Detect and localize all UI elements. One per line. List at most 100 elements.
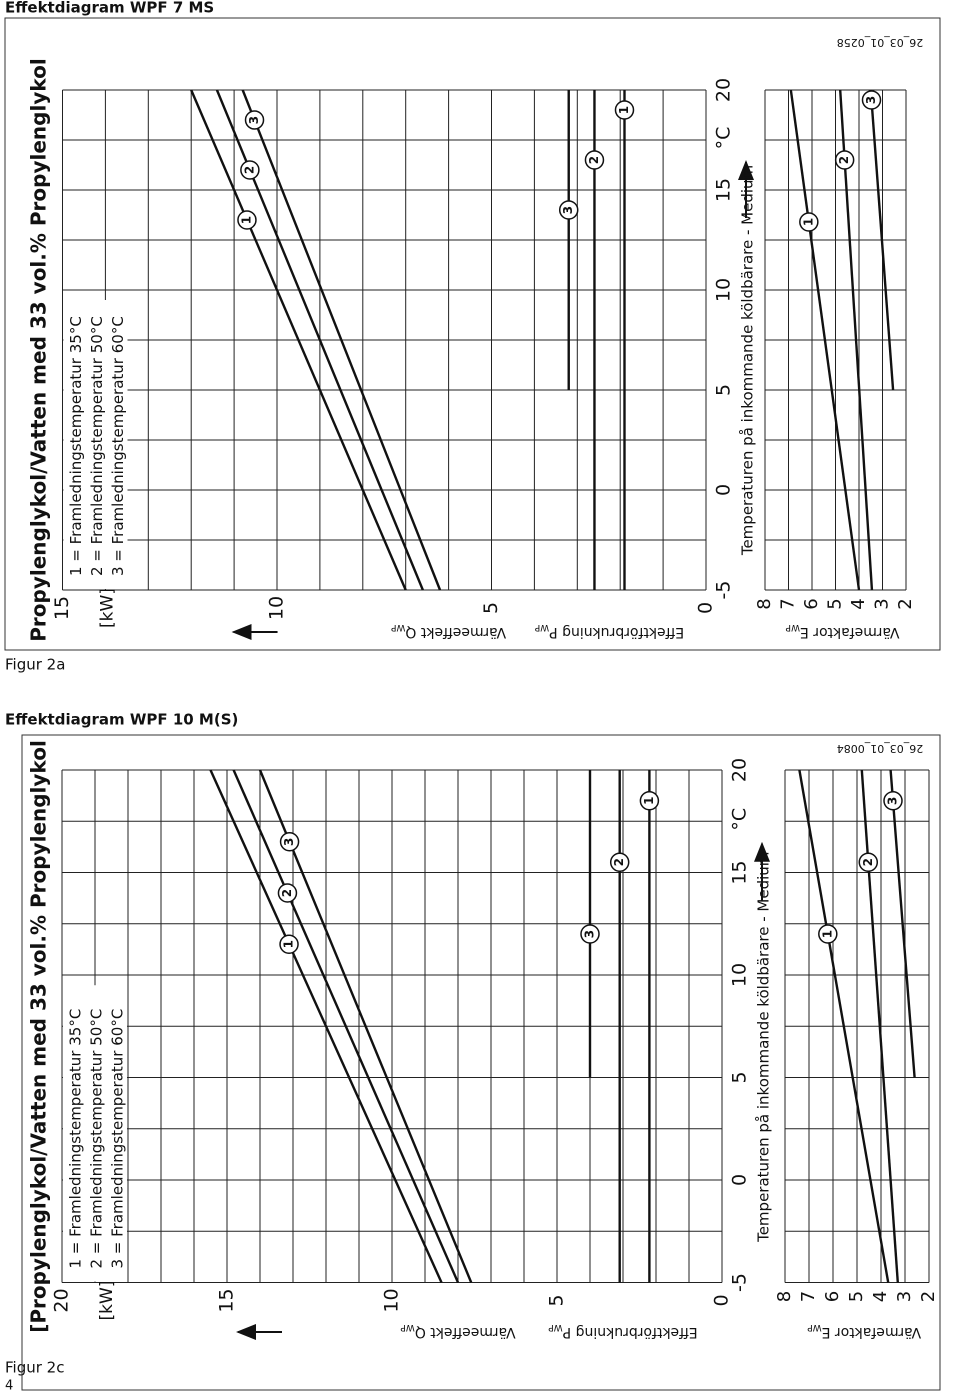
x-tick-label: 5 — [713, 384, 735, 396]
y-tick-label: 0 — [695, 602, 717, 614]
curve-label: 1 — [820, 930, 834, 938]
curve-marker — [584, 150, 605, 170]
curve-label: 3 — [282, 838, 296, 846]
cop-tick-label: 5 — [825, 598, 846, 609]
curve-label: 1 — [617, 106, 631, 114]
unit-label: [kW] — [97, 1281, 117, 1321]
x-tick-label: 0 — [713, 484, 735, 496]
curve-marker — [558, 200, 579, 220]
cop-tick-label: 2 — [895, 598, 916, 609]
cop-curve — [798, 769, 890, 1283]
curve-marker — [279, 832, 300, 852]
curve-marker — [614, 100, 635, 120]
curve-marker — [639, 791, 660, 811]
cop-tick-label: 6 — [801, 598, 822, 609]
legend-entry: 1 = Framledningstemperatur 35°C — [67, 316, 85, 576]
curve-label: 1 — [282, 940, 296, 948]
legend-entry: 1 = Framledningstemperatur 35°C — [67, 1009, 85, 1269]
page-number: 4 — [5, 1379, 13, 1394]
unit-label: [kW] — [98, 588, 118, 628]
cop-curve — [869, 89, 895, 391]
curve-label: 2 — [587, 156, 601, 164]
heat-curve — [190, 89, 407, 591]
x-axis-label: Temperaturen på inkommande köldbärare - … — [755, 852, 773, 1243]
curve-marker — [861, 90, 882, 110]
curve-marker — [580, 924, 600, 944]
figure-heading: Effektdiagram WPF 10 M(S) — [5, 711, 238, 729]
heat-axis-label: Värmeeffekt QWP — [390, 623, 506, 641]
curve-label: 3 — [864, 96, 878, 104]
cop-axis-label-sub: WP — [785, 623, 800, 633]
y-tick-label: 15 — [216, 1288, 238, 1312]
curve-label: 2 — [861, 858, 875, 866]
cop-curve — [789, 89, 861, 591]
cop-axis-label: Värmefaktor EWP — [807, 1323, 921, 1341]
heat-axis-label-sub: WP — [390, 623, 405, 633]
legend-entry: 2 = Framledningstemperatur 50°C — [88, 316, 106, 576]
cop-curve — [889, 769, 916, 1078]
heat-curve — [209, 769, 443, 1283]
curve-marker — [279, 934, 299, 954]
curve-marker — [858, 852, 879, 872]
power-axis-label-text: Effektförbrukning P — [563, 1324, 698, 1340]
figure-caption: Figur 2c — [5, 1359, 64, 1377]
figure-frame — [4, 17, 941, 651]
curve-label: 2 — [242, 166, 256, 174]
heat-curve — [258, 769, 473, 1283]
figure-title: [Propylenglykol/Vatten med 33 vol.% Prop… — [27, 740, 51, 1333]
cop-tick-label: 3 — [894, 1291, 915, 1302]
cop-axis-label-sub: WP — [807, 1323, 822, 1333]
heat-curve — [232, 769, 460, 1283]
heat-axis-label-sub: WP — [400, 1323, 415, 1333]
curve-marker — [818, 924, 838, 944]
x-tick-label: 20 — [713, 78, 735, 102]
legend-box — [63, 300, 128, 589]
power-axis-label: Effektförbrukning PWP — [548, 1323, 698, 1341]
curve-label: 2 — [280, 889, 294, 897]
legend-entry: 2 = Framledningstemperatur 50°C — [88, 1009, 106, 1269]
legend-box — [63, 985, 127, 1282]
heat-axis-label: Värmeeffekt QWP — [400, 1323, 516, 1341]
figure-code: 26_03_01_0258 — [837, 36, 924, 49]
curve-marker — [244, 110, 265, 130]
cop-tick-label: 2 — [918, 1291, 939, 1302]
x-tick-label: -5 — [713, 581, 735, 600]
legend-entry: 3 = Framledningstemperatur 60°C — [109, 1009, 127, 1269]
figure-frame — [21, 734, 941, 1391]
x-tick-label: 5 — [729, 1071, 751, 1083]
cop-axis-label-text: Värmefaktor E — [800, 624, 900, 640]
heat-curve — [241, 89, 442, 591]
power-axis-label-sub: WP — [548, 1323, 563, 1333]
legend-entry: 3 = Framledningstemperatur 60°C — [109, 316, 127, 576]
curve-marker — [883, 791, 903, 811]
y-tick-label: 5 — [480, 602, 502, 614]
x-unit: °C — [729, 808, 751, 831]
x-axis-label: Temperaturen på inkommande köldbärare - … — [739, 165, 757, 556]
curve-label: 1 — [801, 218, 815, 226]
cop-tick-label: 7 — [778, 598, 799, 609]
curve-label: 3 — [247, 116, 261, 124]
x-tick-label: 0 — [729, 1174, 751, 1186]
y-tick-label: 10 — [381, 1288, 403, 1312]
cop-tick-label: 4 — [848, 598, 869, 609]
cop-curve — [839, 89, 874, 591]
figure-caption: Figur 2a — [5, 656, 65, 674]
heat-axis-label-text: Värmeeffekt Q — [415, 1324, 516, 1340]
figure-heading: Effektdiagram WPF 7 MS — [5, 0, 214, 17]
figure-title: Propylenglykol/Vatten med 33 vol.% Propy… — [27, 58, 51, 641]
curve-marker — [609, 852, 630, 872]
curve-marker — [277, 883, 298, 903]
y-tick-label: 0 — [711, 1294, 733, 1306]
power-axis-label: Effektförbrukning PWP — [534, 623, 684, 641]
cop-tick-label: 5 — [846, 1291, 867, 1302]
cop-tick-label: 4 — [870, 1291, 891, 1302]
curve-label: 2 — [612, 858, 626, 866]
curve-label: 3 — [886, 797, 900, 805]
cop-tick-label: 3 — [872, 598, 893, 609]
cop-axis-label: Värmefaktor EWP — [785, 623, 899, 641]
curve-marker — [834, 150, 855, 170]
curve-label: 3 — [561, 206, 575, 214]
curve-marker — [237, 210, 257, 230]
power-axis-label-sub: WP — [534, 623, 549, 633]
cop-tick-label: 8 — [754, 598, 775, 609]
